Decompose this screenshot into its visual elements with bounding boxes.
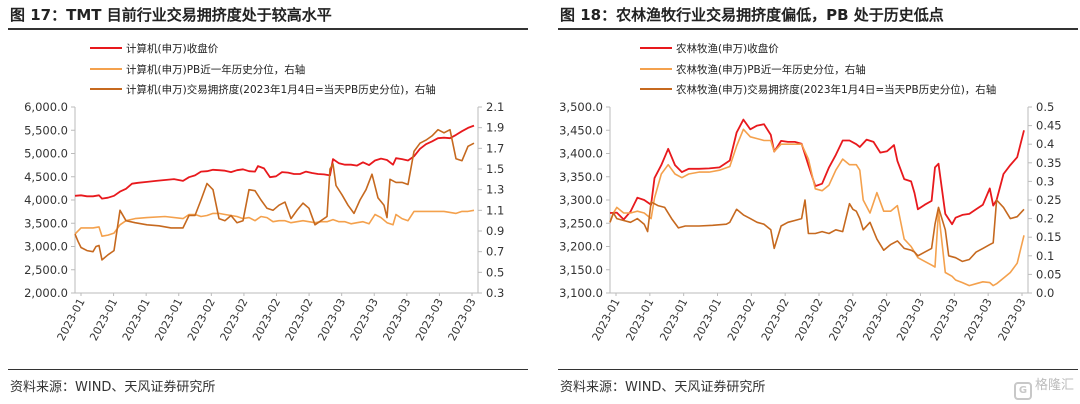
x-tick-label: 2023-02 xyxy=(250,296,283,343)
y-left-tick-label: 3,100.0 xyxy=(559,286,603,300)
x-tick-label: 2023-03 xyxy=(962,296,995,343)
series-line-2 xyxy=(74,209,475,237)
x-tick-label: 2023-02 xyxy=(725,296,758,343)
source-rule xyxy=(8,369,528,370)
x-tick-label: 2023-01 xyxy=(623,296,656,343)
figure-17-panel: 图 17：TMT 目前行业交易拥挤度处于较高水平 2,000.0 2,500.0 3… xyxy=(0,0,530,404)
series-line-3 xyxy=(74,128,475,261)
y-left-tick-label: 3,400.0 xyxy=(559,147,603,161)
y-right-tick-label: 0.4 xyxy=(1036,137,1054,151)
watermark: G 格隆汇 xyxy=(1013,374,1074,400)
y-right-tick-label: 1.9 xyxy=(486,121,504,135)
x-tick-label: 2023-02 xyxy=(826,296,859,343)
x-tick-label: 2023-03 xyxy=(413,296,446,343)
y-left-tick-label: 2,500.0 xyxy=(24,263,68,277)
series-line-1 xyxy=(74,124,475,200)
x-tick-label: 2023-03 xyxy=(315,296,348,343)
source-note: 资料来源：WIND、天风证券研究所 xyxy=(560,380,766,395)
legend-label: 农林牧渔(申万)收盘价 xyxy=(676,42,779,55)
y-right-tick-label: 0.3 xyxy=(1036,174,1054,188)
figure-18-panel: 图 18：农林渔牧行业交易拥挤度偏低，PB 处于历史低点 3,100.0 3,15… xyxy=(550,0,1080,404)
y-right-tick-label: 0.15 xyxy=(1036,230,1062,244)
y-left-tick-label: 3,000.0 xyxy=(24,240,68,254)
legend-label: 计算机(申万)收盘价 xyxy=(126,42,219,55)
y-left-tick-label: 3,350.0 xyxy=(559,170,603,184)
x-tick-label: 2023-02 xyxy=(860,296,893,343)
legend-label: 农林牧渔(申万)PB近一年历史分位，右轴 xyxy=(676,63,866,76)
legend-label: 计算机(申万)PB近一年历史分位，右轴 xyxy=(126,63,305,76)
series-line-2 xyxy=(609,128,1025,287)
source-note: 资料来源：WIND、天风证券研究所 xyxy=(10,380,216,395)
x-tick-label: 2023-03 xyxy=(894,296,927,343)
x-tick-label: 2023-01 xyxy=(590,296,623,343)
figure-title: 图 17：TMT 目前行业交易拥挤度处于较高水平 xyxy=(10,6,332,24)
series-line-3 xyxy=(609,199,1025,263)
watermark-logo-icon: G xyxy=(1013,382,1032,400)
y-left-tick-label: 5,000.0 xyxy=(24,147,68,161)
y-left-tick-label: 3,450.0 xyxy=(559,123,603,137)
x-tick-label: 2023-02 xyxy=(793,296,826,343)
legend-label: 农林牧渔(申万)交易拥挤度(2023年1月4日=当天PB历史分位)，右轴 xyxy=(676,83,996,96)
x-tick-label: 2023-01 xyxy=(691,296,724,343)
y-right-tick-label: 0.3 xyxy=(486,286,504,300)
source-rule xyxy=(558,369,1078,370)
y-right-tick-label: 0.2 xyxy=(1036,212,1054,226)
x-tick-label: 2023-03 xyxy=(380,296,413,343)
y-right-tick-label: 2.1 xyxy=(486,100,504,114)
y-right-tick-label: 1.7 xyxy=(486,141,504,155)
title-rule xyxy=(8,28,528,30)
y-left-tick-label: 3,150.0 xyxy=(559,263,603,277)
x-tick-label: 2023-01 xyxy=(152,296,185,343)
x-tick-label: 2023-03 xyxy=(348,296,381,343)
y-right-tick-label: 0.05 xyxy=(1036,267,1062,281)
y-left-tick-label: 3,500.0 xyxy=(24,216,68,230)
y-right-tick-label: 0.5 xyxy=(1036,100,1054,114)
y-right-tick-label: 0.9 xyxy=(486,224,504,238)
y-left-tick-label: 3,300.0 xyxy=(559,193,603,207)
y-right-tick-label: 0.7 xyxy=(486,245,504,259)
y-left-tick-label: 3,250.0 xyxy=(559,216,603,230)
legend-label: 计算机(申万)交易拥挤度(2023年1月4日=当天PB历史分位)，右轴 xyxy=(126,83,436,96)
x-tick-label: 2023-01 xyxy=(657,296,690,343)
y-left-tick-label: 3,500.0 xyxy=(559,100,603,114)
y-left-tick-label: 4,000.0 xyxy=(24,193,68,207)
y-right-tick-label: 0.25 xyxy=(1036,193,1062,207)
figure-title: 图 18：农林渔牧行业交易拥挤度偏低，PB 处于历史低点 xyxy=(560,6,944,24)
y-right-tick-label: 1.5 xyxy=(486,162,504,176)
y-right-tick-label: 0.5 xyxy=(486,265,504,279)
x-tick-label: 2023-02 xyxy=(759,296,792,343)
chart-tmt-crowding: 2,000.0 2,500.0 3,000.0 3,500.0 4,000.0 4,500… xyxy=(24,42,504,343)
x-tick-label: 2023-03 xyxy=(928,296,961,343)
x-tick-label: 2023-01 xyxy=(120,296,153,343)
title-rule xyxy=(558,28,1078,30)
y-left-tick-label: 5,500.0 xyxy=(24,123,68,137)
y-right-tick-label: 1.3 xyxy=(486,183,504,197)
x-tick-label: 2023-01 xyxy=(55,296,88,343)
y-left-tick-label: 6,000.0 xyxy=(24,100,68,114)
chart-agriculture-crowding: 3,100.0 3,150.0 3,200.0 3,250.0 3,300.0 3,350… xyxy=(559,42,1062,343)
y-left-tick-label: 3,200.0 xyxy=(559,240,603,254)
y-right-tick-label: 0.0 xyxy=(1036,286,1054,300)
y-right-tick-label: 0.1 xyxy=(1036,249,1054,263)
x-tick-label: 2023-03 xyxy=(446,296,479,343)
x-tick-label: 2023-03 xyxy=(996,296,1029,343)
series-line-1 xyxy=(609,118,1025,226)
y-right-tick-label: 0.45 xyxy=(1036,119,1062,133)
x-tick-label: 2023-02 xyxy=(185,296,218,343)
y-right-tick-label: 0.35 xyxy=(1036,156,1062,170)
x-tick-label: 2023-01 xyxy=(87,296,120,343)
y-left-tick-label: 4,500.0 xyxy=(24,170,68,184)
x-tick-label: 2023-02 xyxy=(283,296,316,343)
y-right-tick-label: 1.1 xyxy=(486,203,504,217)
x-tick-label: 2023-02 xyxy=(218,296,251,343)
y-left-tick-label: 2,000.0 xyxy=(24,286,68,300)
watermark-text: 格隆汇 xyxy=(1034,378,1074,393)
